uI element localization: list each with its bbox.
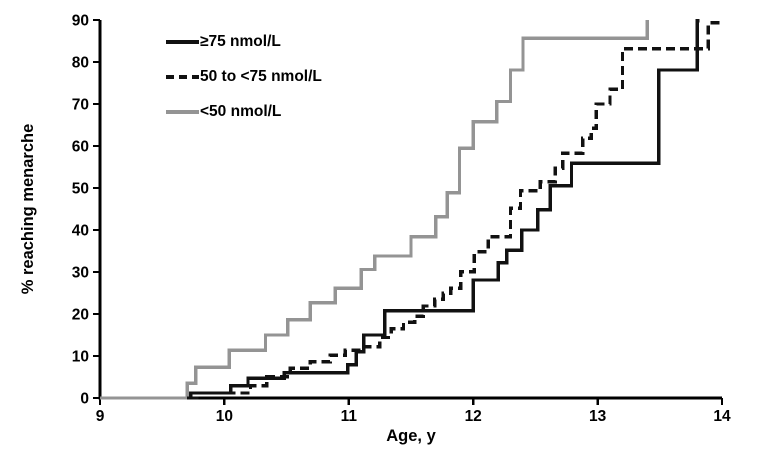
y-tick-label: 50	[72, 181, 89, 198]
legend-item-lt50: <50 nmol/L	[166, 104, 322, 119]
legend-item-ge75: ≥75 nmol/L	[166, 34, 322, 49]
x-axis-title: Age, y	[386, 427, 436, 445]
legend-label-50to75: 50 to <75 nmol/L	[200, 68, 322, 85]
x-tick-label: 11	[341, 408, 358, 425]
x-tick-label: 10	[216, 408, 233, 425]
y-tick-label: 40	[72, 223, 89, 240]
axes: 9 10 11 12 13 14 0 10 20 30 40 50 60 70 80 90	[72, 13, 731, 426]
series-line-1	[189, 21, 722, 400]
y-tick-label: 20	[72, 307, 89, 324]
x-tick-label: 13	[589, 408, 607, 425]
legend-item-50to75: 50 to <75 nmol/L	[166, 69, 322, 84]
y-tick-label: 30	[72, 265, 89, 282]
y-tick-label: 60	[72, 139, 89, 156]
y-tick-label: 80	[72, 55, 89, 72]
legend-line-sample-solid-black	[166, 39, 199, 44]
legend-label-ge75: ≥75 nmol/L	[200, 33, 281, 50]
y-axis-title: % reaching menarche	[19, 124, 37, 295]
y-tick-label: 90	[72, 13, 89, 30]
y-tick-label: 70	[72, 97, 89, 114]
legend-label-lt50: <50 nmol/L	[200, 103, 282, 120]
x-tick-label: 12	[465, 408, 482, 425]
series-line-0	[187, 19, 700, 400]
legend: ≥75 nmol/L 50 to <75 nmol/L <50 nmol/L	[166, 34, 322, 119]
axis-spines	[98, 20, 722, 400]
legend-line-sample-dashed-black	[166, 74, 199, 79]
x-tick-label: 9	[96, 408, 105, 425]
y-tick-label: 10	[72, 349, 89, 366]
x-tick-label: 14	[713, 408, 731, 425]
series-line-2	[100, 20, 650, 400]
y-tick-label: 0	[80, 391, 89, 408]
series-lines	[100, 19, 722, 400]
legend-line-sample-solid-gray	[166, 109, 199, 114]
